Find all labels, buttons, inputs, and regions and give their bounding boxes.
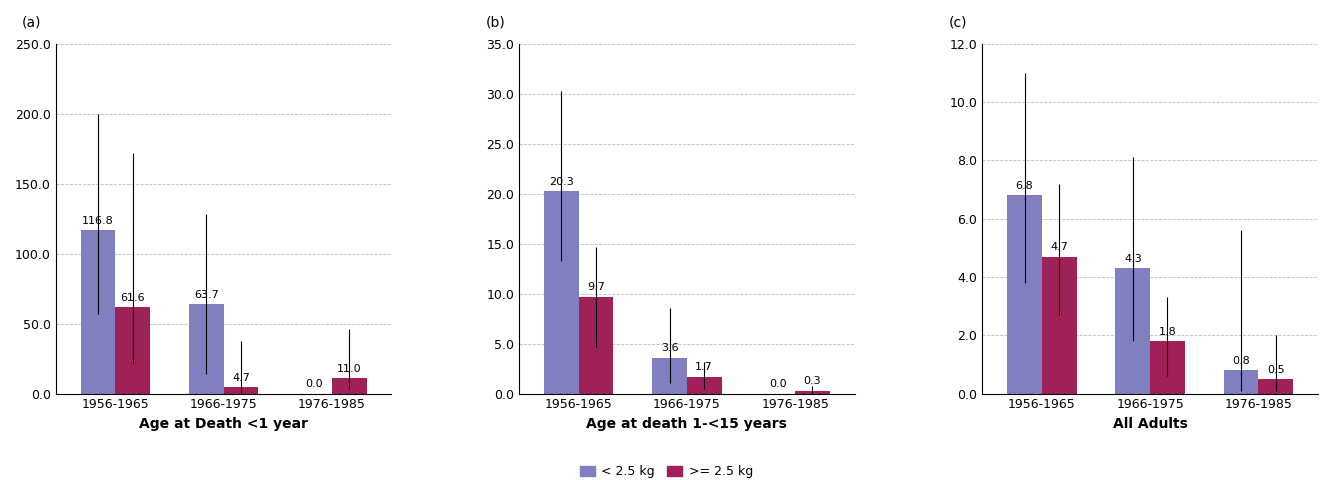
Bar [1224,370,1258,394]
Text: 20.3: 20.3 [549,177,573,187]
Text: 0.3: 0.3 [804,376,821,386]
Text: 1.7: 1.7 [696,362,713,372]
Legend: < 2.5 kg, >= 2.5 kg: < 2.5 kg, >= 2.5 kg [575,460,758,480]
Bar [80,230,115,394]
Text: 116.8: 116.8 [83,216,113,226]
X-axis label: Age at death 1-<15 years: Age at death 1-<15 years [587,417,788,431]
Text: (c): (c) [949,16,968,30]
Bar [544,191,579,394]
Text: 0.0: 0.0 [769,379,786,389]
Text: 0.0: 0.0 [305,379,324,389]
Bar [579,297,613,394]
Text: 63.7: 63.7 [193,290,219,300]
Bar [1150,341,1185,394]
Text: 61.6: 61.6 [120,293,145,303]
X-axis label: Age at Death <1 year: Age at Death <1 year [139,417,308,431]
Bar [1008,195,1042,394]
Text: 0.5: 0.5 [1266,365,1285,375]
Bar [224,387,259,394]
X-axis label: All Adults: All Adults [1113,417,1188,431]
Text: 4.3: 4.3 [1124,254,1141,264]
Bar [652,358,686,394]
Text: (b): (b) [485,16,505,30]
Bar [1042,257,1077,394]
Bar [1116,268,1150,394]
Text: 0.8: 0.8 [1232,356,1250,366]
Text: 6.8: 6.8 [1016,181,1033,191]
Bar [1258,379,1293,394]
Text: 11.0: 11.0 [337,364,361,374]
Text: 4.7: 4.7 [1050,242,1068,252]
Text: 3.6: 3.6 [661,343,678,353]
Bar [796,391,830,394]
Bar [686,377,721,394]
Bar [332,378,367,394]
Text: 4.7: 4.7 [232,373,249,383]
Bar [189,304,224,394]
Text: 1.8: 1.8 [1158,327,1176,337]
Text: 9.7: 9.7 [587,282,605,292]
Bar [115,307,149,394]
Text: (a): (a) [23,16,41,30]
